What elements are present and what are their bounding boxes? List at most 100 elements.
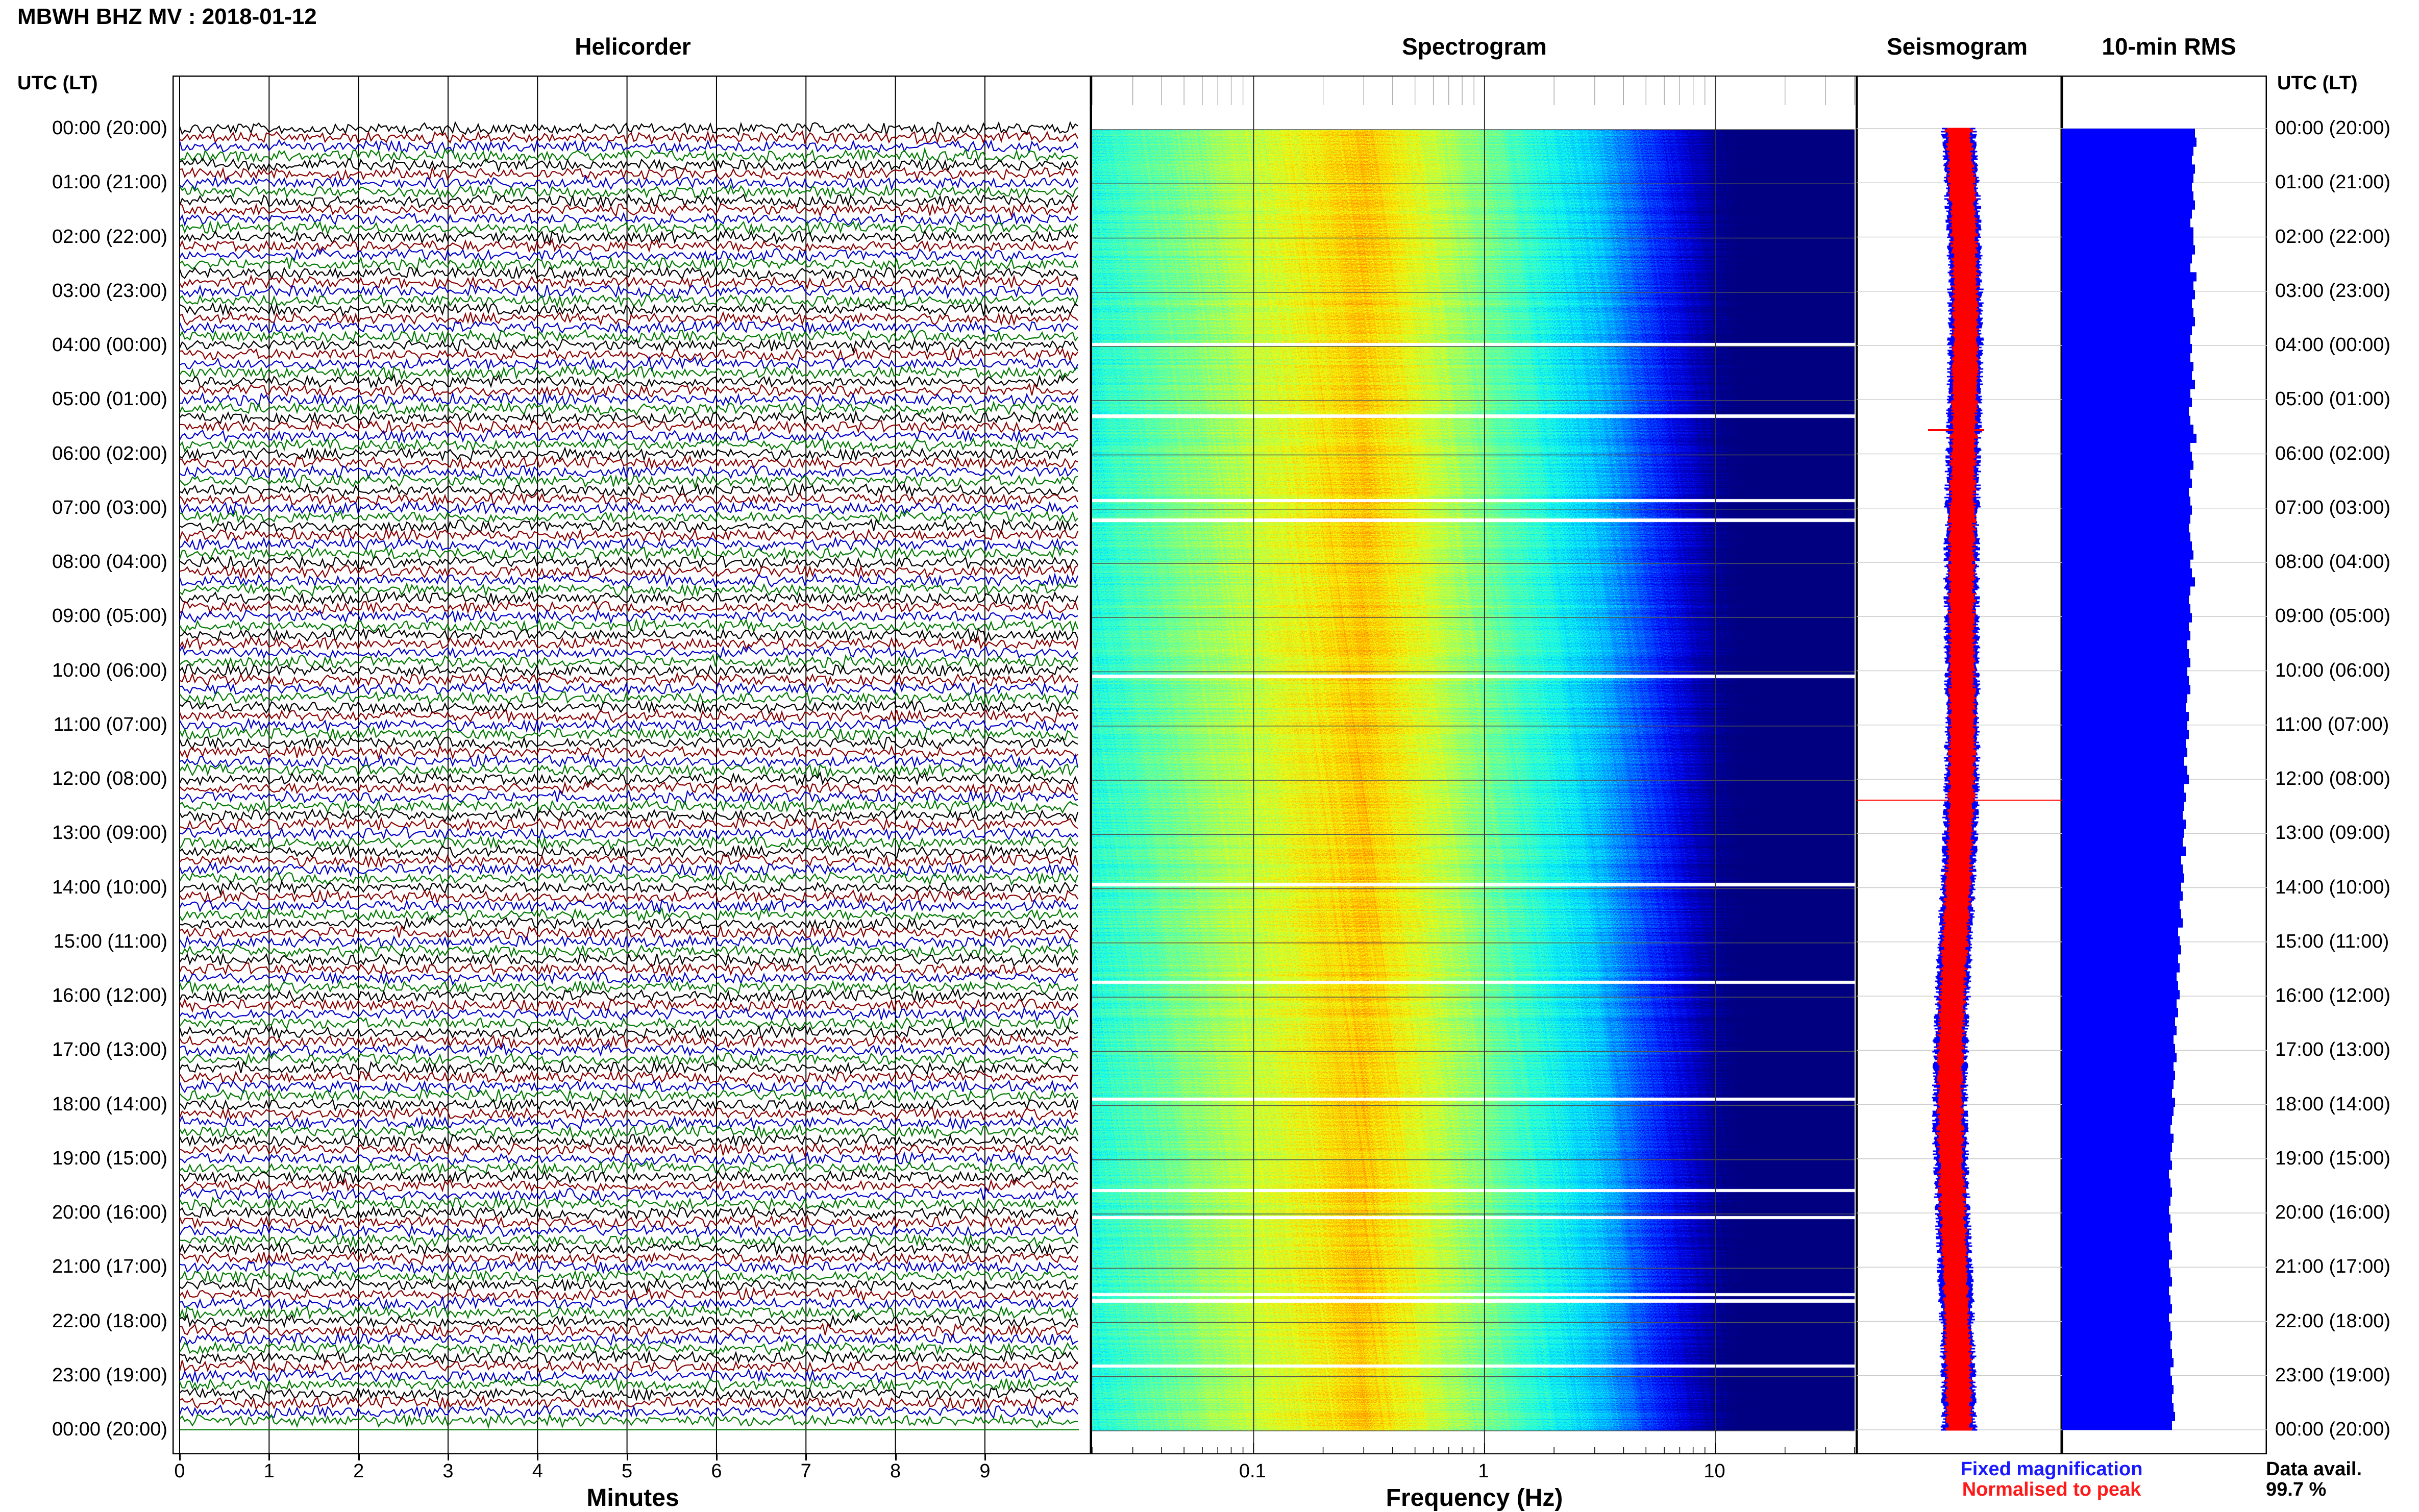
helicorder-trace bbox=[179, 564, 1078, 580]
rms-bar bbox=[2062, 1349, 2172, 1358]
helicorder-tick-mark bbox=[626, 1453, 628, 1460]
helicorder-trace bbox=[179, 1033, 1078, 1050]
helicorder-trace bbox=[179, 1277, 1078, 1294]
helicorder-tick-label: 2 bbox=[353, 1460, 364, 1482]
helicorder-trace bbox=[179, 934, 1078, 950]
spectrogram-grid bbox=[1092, 77, 1855, 1453]
rms-bar bbox=[2062, 559, 2190, 569]
rms-bar bbox=[2062, 685, 2190, 695]
helicorder-trace bbox=[179, 916, 1078, 931]
helicorder-trace bbox=[179, 771, 1079, 786]
rms-bar bbox=[2062, 442, 2190, 452]
data-avail-value: 99.7 % bbox=[2266, 1479, 2327, 1500]
helicorder-trace bbox=[179, 600, 1079, 615]
helicorder-trace bbox=[179, 744, 1078, 760]
time-label-right: 21:00 (17:00) bbox=[2275, 1256, 2391, 1278]
helicorder-tick-mark bbox=[805, 1453, 807, 1460]
helicorder-trace bbox=[179, 1024, 1078, 1041]
helicorder-trace bbox=[179, 319, 1078, 335]
time-label-left: 15:00 (11:00) bbox=[53, 930, 167, 952]
rms-bar bbox=[2062, 335, 2190, 344]
helicorder-trace bbox=[179, 1322, 1078, 1339]
helicorder-trace bbox=[179, 952, 1078, 968]
time-label-right: 22:00 (18:00) bbox=[2275, 1310, 2391, 1332]
rms-bar bbox=[2062, 541, 2192, 551]
time-label-right: 18:00 (14:00) bbox=[2275, 1093, 2391, 1115]
time-label-left: 06:00 (02:00) bbox=[52, 442, 167, 464]
helicorder-trace bbox=[179, 500, 1078, 517]
rms-bar bbox=[2062, 1044, 2175, 1053]
time-label-left: 23:00 (19:00) bbox=[52, 1364, 167, 1386]
rms-bar bbox=[2062, 299, 2192, 309]
helicorder-trace bbox=[179, 1368, 1078, 1384]
rms-bar bbox=[2062, 712, 2189, 722]
helicorder-trace bbox=[179, 853, 1079, 869]
rms-bar bbox=[2062, 1080, 2174, 1089]
helicorder-trace bbox=[179, 527, 1079, 543]
helicorder-trace bbox=[179, 672, 1078, 687]
helicorder-trace bbox=[179, 1340, 1078, 1356]
rms-bar bbox=[2062, 227, 2193, 237]
helicorder-trace bbox=[179, 428, 1078, 444]
rms-bar bbox=[2062, 846, 2186, 856]
rms-bar bbox=[2062, 1178, 2170, 1188]
helicorder-trace bbox=[179, 590, 1079, 607]
rms-bar bbox=[2062, 855, 2181, 865]
helicorder-trace bbox=[179, 274, 1078, 290]
time-label-right: 14:00 (10:00) bbox=[2275, 876, 2391, 898]
rms-bar bbox=[2062, 792, 2186, 802]
rms-bar bbox=[2062, 1160, 2172, 1170]
helicorder-tick-label: 8 bbox=[890, 1460, 901, 1482]
rms-bar bbox=[2062, 200, 2195, 210]
rms-bar bbox=[2062, 362, 2193, 371]
helicorder-trace bbox=[179, 1259, 1078, 1275]
helicorder-trace bbox=[179, 284, 1079, 299]
seismogram-normalised-trace bbox=[1936, 128, 1980, 1431]
rms-bar bbox=[2062, 218, 2190, 228]
rms-bar bbox=[2062, 370, 2192, 380]
helicorder-trace bbox=[179, 1088, 1078, 1104]
time-label-left: 20:00 (16:00) bbox=[52, 1202, 167, 1223]
helicorder-trace bbox=[179, 1242, 1078, 1257]
helicorder-panel-title: Helicorder bbox=[575, 33, 691, 60]
rms-bar bbox=[2062, 487, 2189, 497]
time-label-left: 19:00 (15:00) bbox=[52, 1147, 167, 1169]
helicorder-tick-mark bbox=[358, 1453, 360, 1460]
time-label-left: 21:00 (17:00) bbox=[52, 1256, 167, 1278]
rms-bar bbox=[2062, 801, 2184, 811]
time-label-left: 14:00 (10:00) bbox=[52, 876, 167, 898]
rms-bar bbox=[2062, 1035, 2174, 1045]
rms-bar bbox=[2062, 137, 2196, 147]
time-label-right: 08:00 (04:00) bbox=[2275, 551, 2391, 573]
rms-bar bbox=[2062, 927, 2178, 937]
helicorder-x-title: Minutes bbox=[586, 1484, 679, 1511]
time-label-right: 17:00 (13:00) bbox=[2275, 1039, 2391, 1061]
time-label-right: 11:00 (07:00) bbox=[2275, 713, 2389, 735]
helicorder-trace bbox=[179, 536, 1078, 552]
helicorder-trace bbox=[179, 582, 1078, 598]
rms-bar bbox=[2062, 326, 2192, 335]
helicorder-tick-label: 0 bbox=[174, 1460, 185, 1482]
rms-bar bbox=[2062, 775, 2189, 784]
rms-bar bbox=[2062, 577, 2195, 587]
helicorder-trace bbox=[179, 247, 1078, 263]
time-label-left: 16:00 (12:00) bbox=[52, 985, 167, 1006]
rms-bar bbox=[2062, 828, 2184, 838]
time-label-left: 04:00 (00:00) bbox=[52, 334, 167, 356]
helicorder-trace bbox=[179, 473, 1078, 489]
helicorder-tick-label: 7 bbox=[800, 1460, 811, 1482]
time-label-right: 02:00 (22:00) bbox=[2275, 226, 2391, 247]
seismogram-panel-title: Seismogram bbox=[1886, 33, 2028, 60]
time-label-right: 16:00 (12:00) bbox=[2275, 985, 2391, 1006]
time-label-left: 09:00 (05:00) bbox=[52, 605, 167, 627]
helicorder-trace bbox=[179, 627, 1079, 643]
helicorder-trace bbox=[179, 294, 1079, 309]
helicorder-panel bbox=[172, 76, 1091, 1454]
time-label-left: 05:00 (01:00) bbox=[52, 388, 167, 410]
rms-bar bbox=[2062, 1017, 2175, 1027]
helicorder-trace bbox=[179, 1331, 1078, 1347]
helicorder-trace bbox=[179, 355, 1078, 372]
rms-bar bbox=[2062, 155, 2192, 165]
rms-bar bbox=[2062, 398, 2192, 407]
helicorder-trace bbox=[179, 373, 1078, 389]
